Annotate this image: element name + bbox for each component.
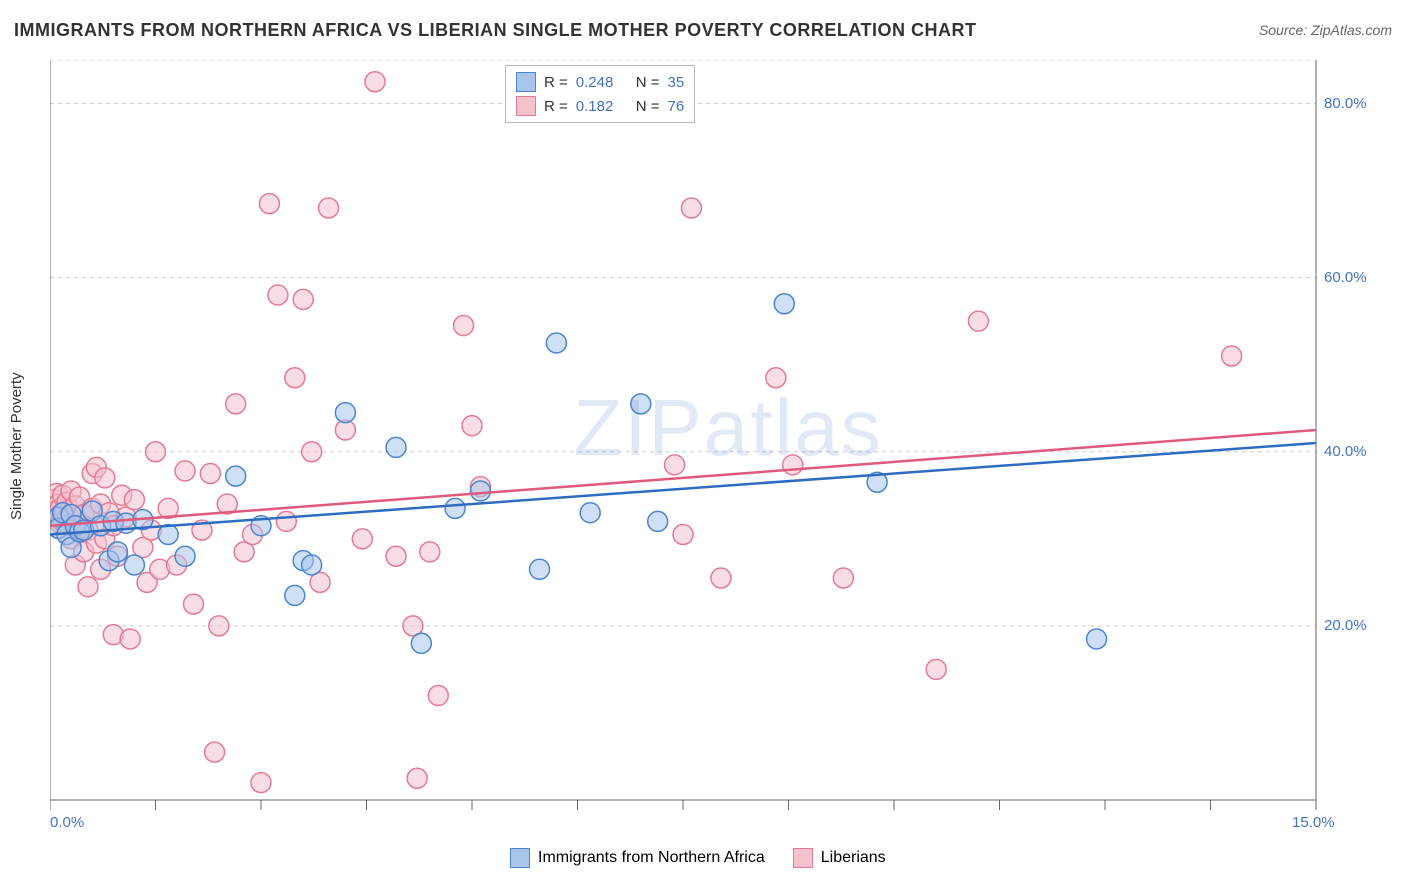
legend-stats: R = 0.248 N = 35 R = 0.182 N = 76 — [505, 65, 695, 123]
legend-series-label: Immigrants from Northern Africa — [538, 849, 765, 867]
legend-series-item: Immigrants from Northern Africa — [510, 848, 765, 868]
y-tick-label: 40.0% — [1324, 443, 1367, 460]
legend-n-label: N = — [636, 98, 660, 115]
legend-stats-row: R = 0.248 N = 35 — [516, 70, 684, 94]
legend-swatch — [516, 96, 536, 116]
legend-n-value: 35 — [668, 74, 685, 91]
legend-stats-row: R = 0.182 N = 76 — [516, 94, 684, 118]
legend-n-value: 76 — [668, 98, 685, 115]
x-tick-label: 0.0% — [50, 814, 84, 831]
y-tick-label: 20.0% — [1324, 617, 1367, 634]
legend-r-value: 0.248 — [576, 74, 628, 91]
chart-title: IMMIGRANTS FROM NORTHERN AFRICA VS LIBER… — [14, 20, 977, 40]
legend-swatch — [516, 72, 536, 92]
legend-r-label: R = — [544, 74, 568, 91]
legend-swatch — [510, 848, 530, 868]
scatter-plot — [50, 60, 1380, 830]
legend-n-label: N = — [636, 74, 660, 91]
y-tick-label: 80.0% — [1324, 95, 1367, 112]
chart-area: ZIPatlas R = 0.248 N = 35 R = 0.182 N = … — [50, 60, 1380, 830]
legend-series-label: Liberians — [821, 849, 886, 867]
legend-r-value: 0.182 — [576, 98, 628, 115]
legend-series-item: Liberians — [793, 848, 886, 868]
legend-swatch — [793, 848, 813, 868]
y-tick-label: 60.0% — [1324, 269, 1367, 286]
chart-header: IMMIGRANTS FROM NORTHERN AFRICA VS LIBER… — [14, 20, 1392, 50]
x-tick-label: 15.0% — [1292, 814, 1335, 831]
legend-series: Immigrants from Northern Africa Liberian… — [510, 848, 886, 868]
legend-r-label: R = — [544, 98, 568, 115]
y-axis-label: Single Mother Poverty — [8, 372, 25, 520]
chart-source: Source: ZipAtlas.com — [1259, 22, 1392, 38]
